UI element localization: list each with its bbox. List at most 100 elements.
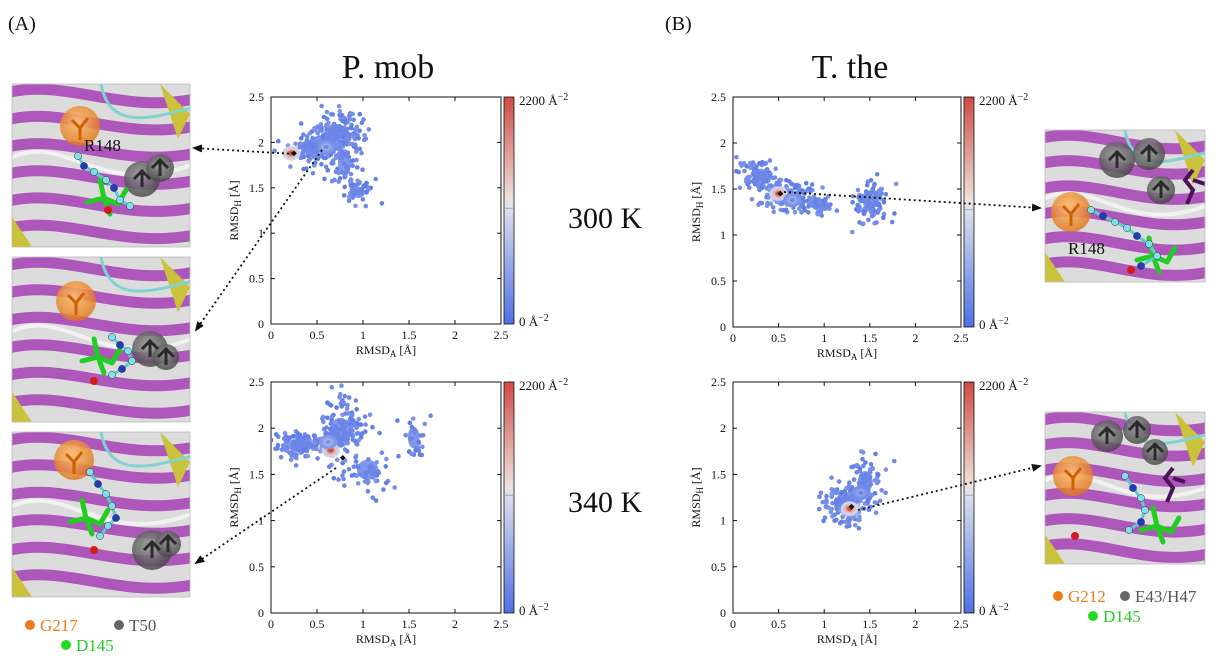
y-axis-title: RMSDH [Å] bbox=[227, 467, 243, 527]
r148-atom bbox=[1129, 484, 1137, 492]
density-point bbox=[342, 393, 348, 399]
density-point bbox=[856, 526, 862, 531]
colorbar-max-label: 2200 Å−2 bbox=[979, 377, 1028, 393]
residue-label-left: R148 bbox=[84, 136, 121, 155]
density-point bbox=[348, 171, 354, 177]
x-tick-label: 1.5 bbox=[402, 617, 417, 631]
y-tick-label: 0 bbox=[720, 320, 726, 334]
density-point bbox=[748, 165, 753, 170]
density-point bbox=[876, 207, 882, 212]
density-point bbox=[339, 399, 345, 405]
density-point bbox=[384, 456, 389, 462]
y-tick-label: 2.5 bbox=[249, 90, 264, 104]
density-point bbox=[820, 499, 825, 505]
density-point bbox=[355, 431, 361, 436]
density-point bbox=[331, 476, 337, 481]
density-point bbox=[312, 433, 318, 439]
density-point bbox=[821, 518, 826, 524]
r148-atom bbox=[1137, 262, 1145, 270]
density-point bbox=[350, 141, 355, 147]
density-point bbox=[768, 183, 774, 188]
structure-pmob-340a bbox=[11, 256, 191, 423]
density-point bbox=[778, 177, 784, 183]
structure-pmob-300 bbox=[11, 83, 191, 248]
density-point bbox=[275, 446, 280, 451]
colorbar-max-label: 2200 Å−2 bbox=[979, 92, 1028, 108]
r148-atom bbox=[1133, 232, 1141, 240]
density-point bbox=[346, 198, 352, 204]
density-point bbox=[836, 479, 842, 484]
density-point bbox=[413, 448, 418, 453]
orange-residue-sticks bbox=[70, 117, 90, 140]
r148-atom bbox=[1137, 494, 1145, 502]
density-point bbox=[342, 447, 348, 452]
loop-cyan bbox=[99, 257, 190, 293]
density-point bbox=[865, 498, 870, 503]
density-point bbox=[819, 213, 824, 218]
oxygen-atom bbox=[90, 377, 98, 385]
r148-atom bbox=[1125, 526, 1133, 534]
density-point bbox=[377, 430, 382, 436]
density-point bbox=[345, 402, 350, 408]
x-axis-title: RMSDA [Å] bbox=[356, 343, 416, 359]
gray-residue-sticks bbox=[1139, 143, 1159, 162]
density-point bbox=[883, 192, 889, 197]
colorbar-gradient bbox=[503, 381, 515, 614]
density-point bbox=[354, 157, 359, 163]
arrows-layer bbox=[192, 144, 1042, 565]
structure-tthe-300 bbox=[1044, 129, 1206, 283]
density-point bbox=[809, 182, 815, 187]
r148-atom bbox=[1153, 252, 1161, 260]
y-tick-label: 2 bbox=[720, 421, 726, 435]
density-point bbox=[309, 144, 315, 149]
density-point bbox=[351, 117, 357, 123]
density-point bbox=[870, 465, 875, 471]
density-point bbox=[818, 490, 824, 496]
density-points bbox=[271, 383, 433, 503]
density-point bbox=[856, 208, 861, 214]
density-point bbox=[379, 201, 385, 206]
density-point bbox=[879, 186, 885, 192]
density-point bbox=[344, 406, 350, 412]
density-point bbox=[353, 127, 358, 133]
oxygen-atom bbox=[1071, 532, 1079, 540]
density-point bbox=[367, 412, 373, 418]
density-point bbox=[826, 505, 831, 510]
r148-atom bbox=[102, 490, 110, 498]
legend-left: G217 T50 D145 bbox=[25, 616, 156, 655]
density-point bbox=[314, 138, 320, 144]
gray-residue-sticks bbox=[1107, 149, 1127, 168]
x-tick-label: 0.5 bbox=[771, 331, 786, 345]
y-tick-label: 0 bbox=[720, 606, 726, 620]
r148-atom bbox=[96, 532, 104, 540]
density-point bbox=[346, 466, 352, 472]
density-point bbox=[353, 145, 359, 151]
green-sticks bbox=[79, 336, 123, 376]
density-point bbox=[321, 155, 327, 161]
density-point bbox=[765, 200, 770, 206]
density-point bbox=[347, 116, 353, 122]
y-tick-label: 1.5 bbox=[711, 182, 726, 196]
sheet-ribbon bbox=[12, 217, 32, 247]
density-point bbox=[767, 171, 773, 177]
legend-dot-d145 bbox=[61, 640, 71, 650]
helix-ribbon bbox=[1045, 256, 1205, 281]
x-axis-title: RMSDA [Å] bbox=[817, 346, 877, 362]
density-point bbox=[869, 213, 875, 219]
density-point bbox=[353, 453, 359, 459]
y-tick-label: 0.5 bbox=[249, 272, 264, 286]
density-point bbox=[341, 469, 347, 474]
density-point bbox=[801, 205, 807, 210]
density-point bbox=[341, 193, 347, 198]
density-point bbox=[327, 464, 332, 470]
snapshot-content bbox=[12, 432, 190, 597]
colorbar-gradient bbox=[963, 381, 975, 614]
column-title-left: P. mob bbox=[342, 49, 435, 86]
density-point bbox=[850, 200, 855, 205]
density-point bbox=[383, 480, 389, 486]
gray-residue-sticks bbox=[132, 168, 152, 187]
y-tick-label: 2.5 bbox=[711, 90, 726, 104]
legend-dot-e43-h47 bbox=[1120, 591, 1130, 601]
density-point bbox=[309, 153, 315, 158]
